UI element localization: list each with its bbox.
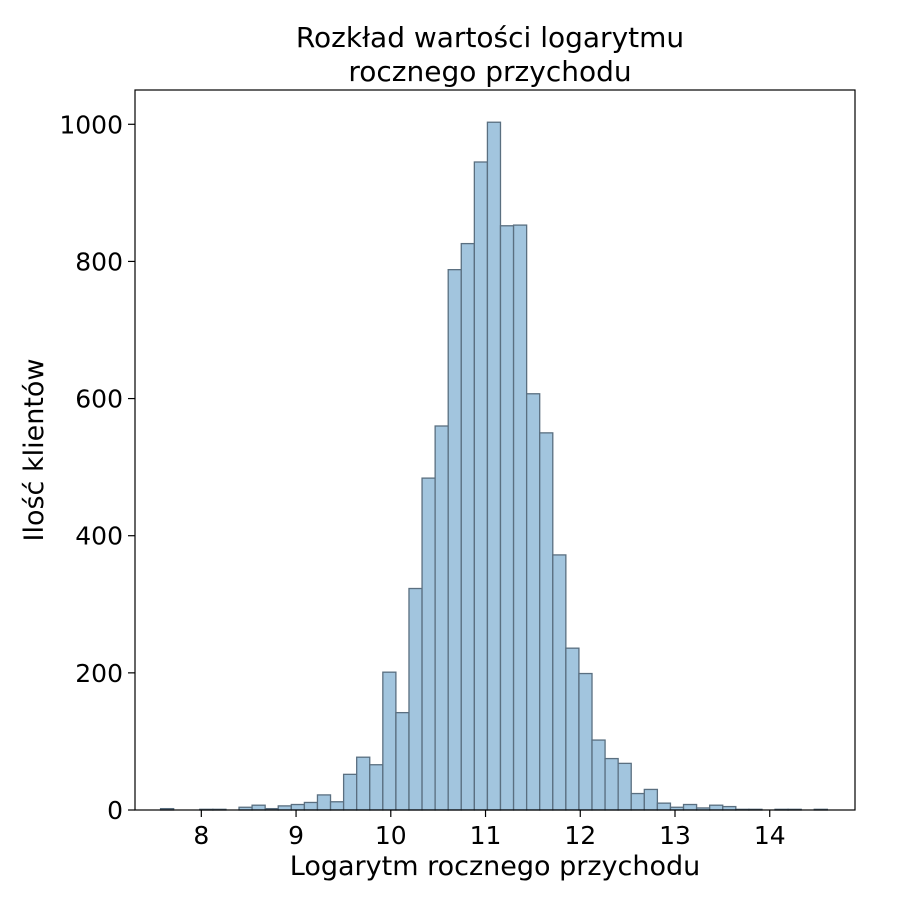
y-tick-label: 1000 <box>59 110 123 139</box>
histogram-bar <box>512 224 528 811</box>
plot-area <box>134 89 856 811</box>
bars-group <box>159 121 828 811</box>
histogram-bar <box>578 672 593 811</box>
histogram-bar <box>565 647 580 811</box>
histogram-bar <box>382 671 397 811</box>
histogram-bar <box>434 425 449 811</box>
y-tick-label: 0 <box>107 796 123 825</box>
histogram-bar <box>499 225 515 811</box>
x-axis-ticks: 8 9 10 11 12 13 14 <box>193 810 786 850</box>
x-tick-label: 8 <box>193 821 209 850</box>
y-axis-label: Ilość klientów <box>19 358 50 541</box>
histogram-bar <box>316 794 332 811</box>
histogram-bar <box>369 764 384 811</box>
histogram-bar <box>473 161 489 811</box>
x-tick-label: 10 <box>375 821 407 850</box>
x-tick-label: 13 <box>659 821 691 850</box>
histogram-bar <box>421 477 436 811</box>
histogram-bar <box>617 762 632 811</box>
histogram-bar <box>630 792 645 811</box>
histogram-bar <box>329 801 345 811</box>
chart-title: Rozkład wartości logarytmu rocznego przyc… <box>296 21 684 88</box>
histogram-bar <box>356 756 371 811</box>
histogram-bar <box>303 801 319 811</box>
histogram-bar <box>460 242 475 811</box>
x-axis-label: Logarytm rocznego przychodu <box>290 851 700 882</box>
histogram-bar <box>395 711 410 811</box>
histogram-bar <box>408 587 423 811</box>
histogram-bar <box>591 739 606 811</box>
histogram-bar <box>486 121 502 811</box>
x-tick-label: 11 <box>470 821 502 850</box>
histogram-bar <box>656 802 672 811</box>
histogram-bar <box>447 269 462 811</box>
y-tick-label: 200 <box>75 659 123 688</box>
histogram-bar <box>552 554 567 811</box>
x-tick-label: 14 <box>754 821 786 850</box>
histogram-bar <box>643 788 659 811</box>
histogram-bar <box>525 393 541 811</box>
histogram-bar <box>604 757 619 811</box>
x-tick-label: 12 <box>564 821 596 850</box>
y-tick-label: 800 <box>75 247 123 276</box>
histogram-bar <box>539 432 554 811</box>
y-tick-label: 400 <box>75 522 123 551</box>
histogram-bar <box>277 805 292 811</box>
histogram-bar <box>682 803 698 811</box>
histogram-bar <box>290 803 306 811</box>
y-tick-label: 600 <box>75 385 123 414</box>
x-tick-label: 9 <box>288 821 304 850</box>
histogram-bar <box>251 804 266 811</box>
histogram-bar <box>342 773 358 811</box>
histogram-bar <box>709 804 724 811</box>
y-axis-ticks: 0 200 400 600 800 1000 <box>59 110 135 825</box>
